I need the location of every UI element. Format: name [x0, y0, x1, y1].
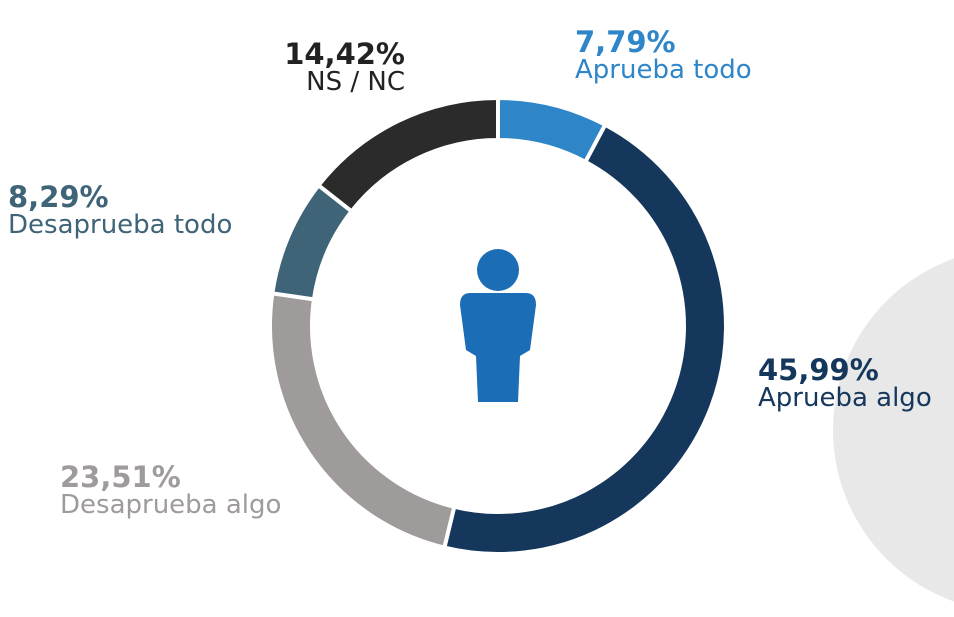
value-label: 8,29%	[8, 180, 109, 214]
person-icon	[460, 249, 536, 402]
value-label: 7,79%	[575, 25, 676, 59]
category-label: Aprueba todo	[575, 55, 752, 85]
value-label: 45,99%	[758, 353, 879, 387]
value-label: 23,51%	[60, 460, 181, 494]
category-label: NS / NC	[306, 67, 405, 97]
value-label: 14,42%	[284, 37, 405, 71]
category-label: Aprueba algo	[758, 383, 932, 413]
slice	[441, 122, 728, 556]
photo-placeholder	[833, 258, 954, 602]
category-label: Desaprueba todo	[8, 210, 232, 240]
slice	[315, 95, 500, 215]
category-label: Desaprueba algo	[60, 490, 281, 520]
slice	[268, 291, 457, 551]
